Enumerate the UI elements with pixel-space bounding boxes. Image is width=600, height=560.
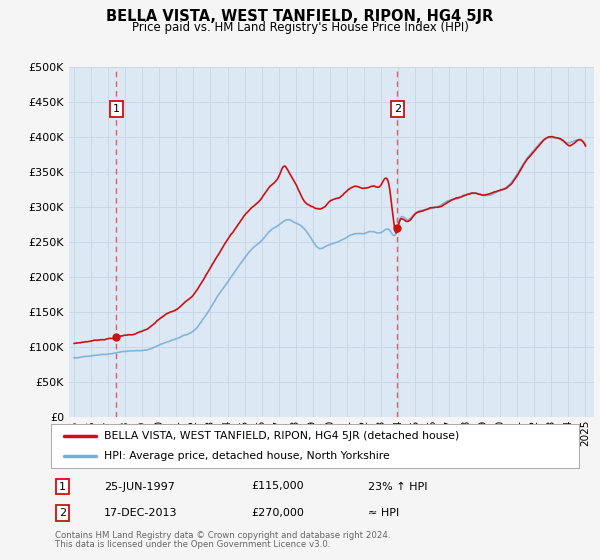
Text: 1: 1 [59, 482, 66, 492]
Text: Contains HM Land Registry data © Crown copyright and database right 2024.: Contains HM Land Registry data © Crown c… [55, 531, 391, 540]
Text: £115,000: £115,000 [251, 482, 304, 492]
Text: Price paid vs. HM Land Registry's House Price Index (HPI): Price paid vs. HM Land Registry's House … [131, 21, 469, 34]
Text: BELLA VISTA, WEST TANFIELD, RIPON, HG4 5JR (detached house): BELLA VISTA, WEST TANFIELD, RIPON, HG4 5… [104, 431, 459, 441]
Text: 1: 1 [113, 104, 120, 114]
Text: 25-JUN-1997: 25-JUN-1997 [104, 482, 175, 492]
Text: HPI: Average price, detached house, North Yorkshire: HPI: Average price, detached house, Nort… [104, 451, 389, 461]
Text: £270,000: £270,000 [251, 508, 305, 518]
Text: 17-DEC-2013: 17-DEC-2013 [104, 508, 178, 518]
Text: ≈ HPI: ≈ HPI [368, 508, 399, 518]
Text: 23% ↑ HPI: 23% ↑ HPI [368, 482, 427, 492]
Text: BELLA VISTA, WEST TANFIELD, RIPON, HG4 5JR: BELLA VISTA, WEST TANFIELD, RIPON, HG4 5… [106, 9, 494, 24]
Text: 2: 2 [394, 104, 401, 114]
Text: This data is licensed under the Open Government Licence v3.0.: This data is licensed under the Open Gov… [55, 540, 331, 549]
Text: 2: 2 [59, 508, 66, 518]
